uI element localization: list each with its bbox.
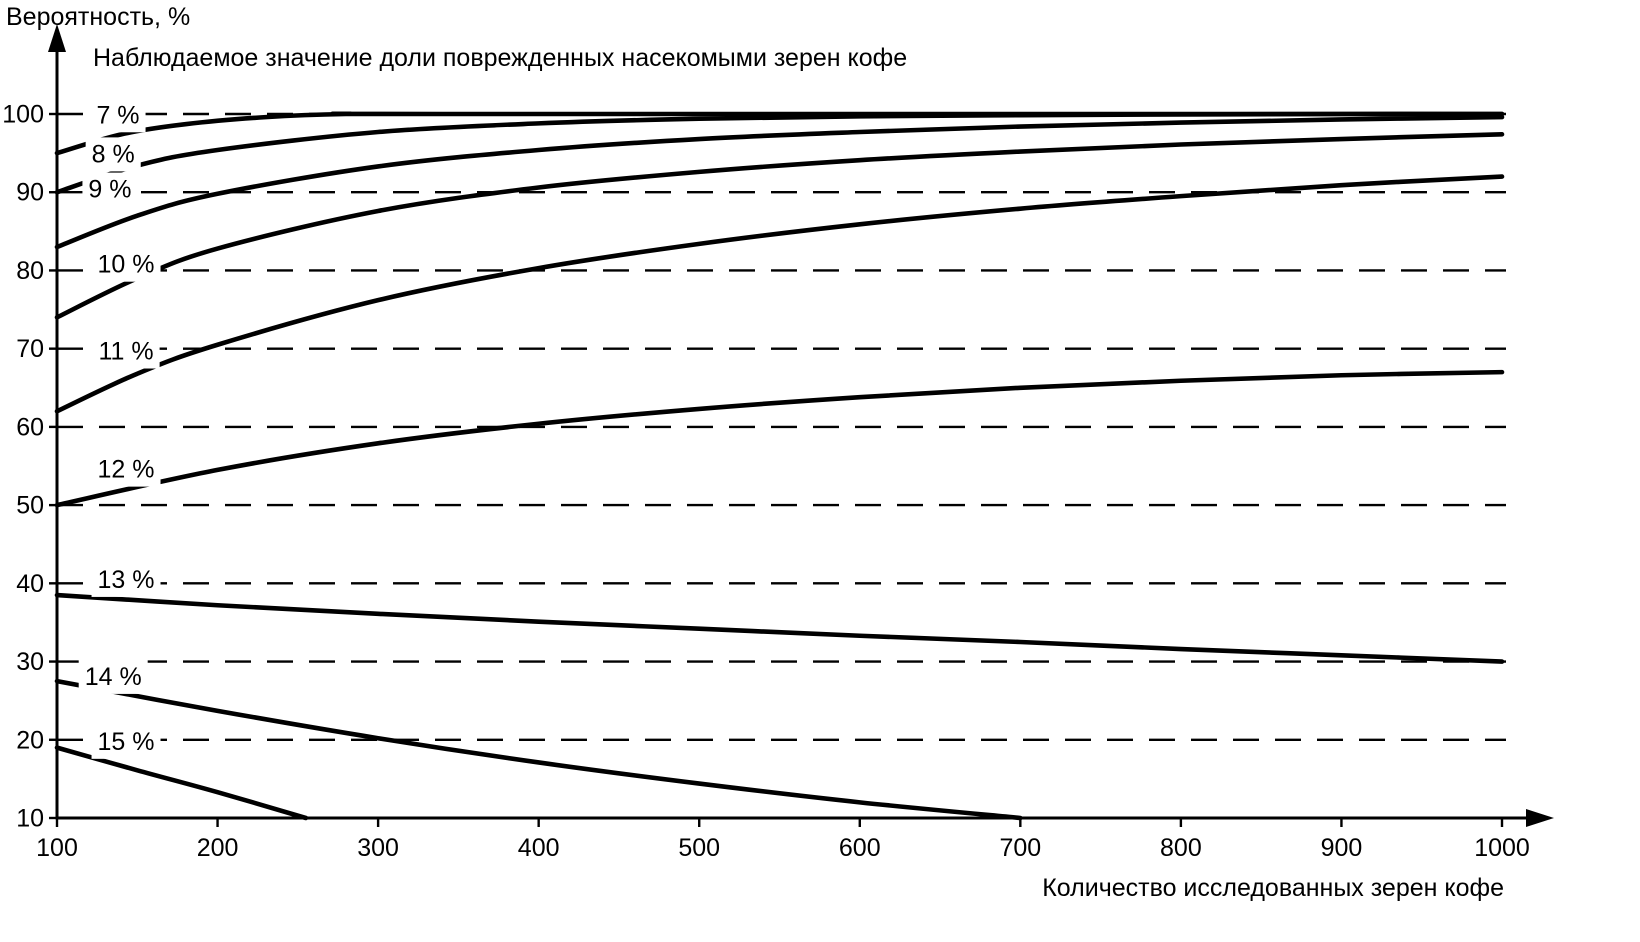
x-tick-label-600: 600 [839, 834, 881, 862]
curve-labels: 7 % 8 % 9 % 10 % 11 % 12 % 13 % 14 % 15 % [78, 98, 161, 759]
curve-label-11%: 11 % [98, 338, 153, 366]
x-tick-label-100: 100 [36, 834, 78, 862]
x-axis-label: Количество исследованных зерен кофе [1042, 874, 1504, 902]
y-axis-arrow-icon [48, 24, 66, 52]
y-tick-label-60: 60 [16, 413, 44, 441]
curve-label-bg [78, 659, 148, 694]
curve-label-bg [90, 98, 146, 133]
x-tick-label-500: 500 [678, 834, 720, 862]
curve-13% [54, 592, 1505, 664]
axes [48, 24, 1554, 827]
curve-11% [54, 174, 1505, 414]
curve-10% [54, 132, 1505, 320]
curve-12% [54, 369, 1505, 508]
curve-label-9%: 9 % [88, 176, 131, 204]
curve-label-7%: 7 % [96, 101, 139, 129]
x-tick-label-400: 400 [518, 834, 560, 862]
y-tick-label-90: 90 [16, 179, 44, 207]
curve-label-10%: 10 % [98, 251, 155, 279]
curve-8% [54, 111, 1505, 195]
y-tick-label-50: 50 [16, 492, 44, 520]
x-tick-label-1000: 1000 [1474, 834, 1530, 862]
x-tick-label-800: 800 [1160, 834, 1202, 862]
y-axis-label: Вероятность, % [6, 3, 191, 31]
gridlines [57, 112, 1506, 741]
x-tick-label-200: 200 [197, 834, 239, 862]
curve-label-15%: 15 % [98, 728, 155, 756]
y-tick-label-40: 40 [16, 570, 44, 598]
curve-label-bg [85, 137, 141, 172]
curve-9% [54, 114, 1505, 250]
x-tick-label-300: 300 [357, 834, 399, 862]
curve-label-bg [92, 334, 160, 369]
curve-label-14%: 14 % [85, 663, 142, 691]
tick-labels: 100 200 300 400 500 600 700 800 900 1000 10 20 30 40 5… [2, 101, 1530, 863]
x-tick-label-700: 700 [999, 834, 1041, 862]
y-tick-label-30: 30 [16, 648, 44, 676]
y-tick-label-10: 10 [16, 805, 44, 833]
curve-14% [54, 678, 1023, 821]
curve-label-bg [91, 562, 161, 597]
curve-label-bg [82, 172, 138, 207]
curve-label-bg [91, 724, 161, 759]
y-tick-label-80: 80 [16, 257, 44, 285]
x-tick-label-900: 900 [1321, 834, 1363, 862]
curve-label-12%: 12 % [98, 456, 155, 484]
curve-label-8%: 8 % [92, 140, 135, 168]
y-tick-label-100: 100 [2, 101, 44, 129]
x-axis-arrow-icon [1526, 809, 1554, 827]
y-tick-label-20: 20 [16, 726, 44, 754]
curve-label-bg [91, 452, 161, 487]
y-tick-label-70: 70 [16, 335, 44, 363]
curve-label-13%: 13 % [98, 566, 155, 594]
chart-title: Наблюдаемое значение доли поврежденных н… [93, 44, 908, 72]
curves [54, 111, 1505, 821]
curve-label-bg [91, 247, 161, 282]
